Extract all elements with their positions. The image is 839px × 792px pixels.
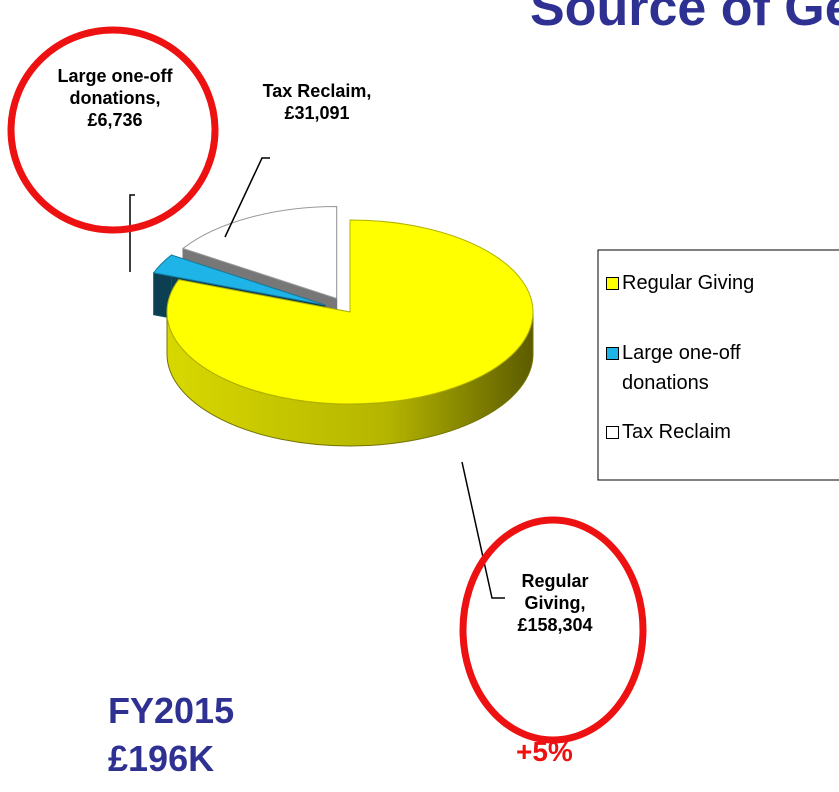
slice [181, 205, 338, 300]
title: Source of Gen [530, 0, 839, 37]
legend-label: Tax Reclaim [622, 421, 731, 443]
leader-line [129, 194, 135, 272]
slice [166, 219, 534, 405]
annotation: +5% [516, 736, 573, 767]
data-label: Tax Reclaim, £31,091 [262, 81, 372, 123]
legend-swatch [606, 277, 619, 290]
annotation: FY2015 [108, 690, 235, 731]
leader-line [461, 461, 505, 599]
highlight-circle [7, 26, 219, 234]
slice [152, 254, 326, 306]
annotation: £196K [108, 738, 215, 779]
pie [152, 205, 534, 447]
legend-label: Regular Giving [622, 272, 755, 294]
legend-swatch [606, 347, 619, 360]
data-label: Regular Giving, £158,304 [517, 571, 593, 635]
legend-label: Large one-off donations [622, 342, 741, 394]
legend-box [597, 249, 839, 481]
legend-swatch [606, 426, 619, 439]
data-label: Large one-off donations, £6,736 [57, 66, 173, 130]
leader-line [224, 157, 270, 238]
highlight-circle [459, 516, 647, 744]
